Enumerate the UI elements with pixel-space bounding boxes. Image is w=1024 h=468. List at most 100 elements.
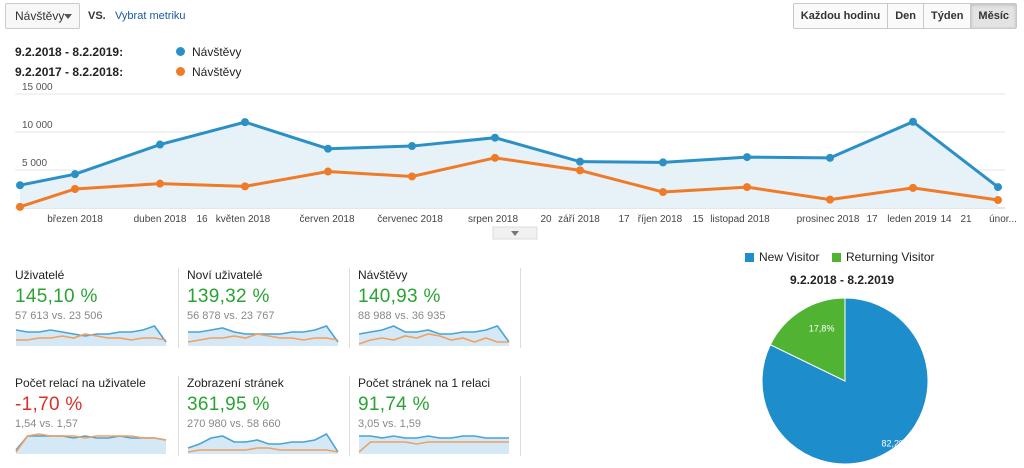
x-tick-label: červen 2018: [299, 214, 354, 225]
previous-series-dot-icon: [176, 67, 185, 76]
metric-title: Noví uživatelé: [187, 268, 263, 282]
current-series-point: [408, 142, 416, 151]
x-tick-label: srpen 2018: [468, 214, 518, 225]
current-series-area: [20, 121, 998, 208]
new-visitor-legend-label[interactable]: New Visitor: [759, 250, 820, 264]
metric-tile[interactable]: Uživatelé 145,10 % 57 613 vs. 23 506: [15, 268, 175, 347]
x-tick-label: 15: [692, 214, 704, 225]
previous-range-label: 9.2.2017 - 8.2.2018:: [15, 65, 124, 79]
sparkline-current: [188, 325, 339, 343]
pie-slice-returning-visitor[interactable]: [769, 297, 846, 382]
previous-series-point: [156, 179, 164, 188]
metric-change-value: 145,10 %: [15, 286, 98, 307]
previous-series-point: [324, 167, 332, 176]
x-tick-label: červenec 2018: [377, 214, 443, 225]
metric-sparkline: [15, 433, 167, 454]
metric-tile[interactable]: Zobrazení stránek 361,95 % 270 980 vs. 58 …: [187, 376, 347, 455]
x-tick-label: listopad 2018: [710, 214, 770, 225]
metric-title: Počet relací na uživatele: [15, 376, 146, 390]
returning-visitor-legend-label[interactable]: Returning Visitor: [846, 250, 935, 264]
metric-title: Návštěvy: [358, 268, 408, 282]
metric-change-value: -1,70 %: [15, 394, 83, 415]
metric-select[interactable]: Návštěvy: [5, 3, 80, 29]
metric-tile[interactable]: Návštěvy 140,93 % 88 988 vs. 36 935: [358, 268, 518, 347]
sparkline-previous: [16, 333, 167, 341]
current-series-point: [241, 118, 249, 127]
metric-compare-text: 88 988 vs. 36 935: [358, 310, 446, 322]
granularity-day-button[interactable]: Den: [887, 4, 924, 28]
current-series-point: [994, 183, 1002, 192]
metric-title: Uživatelé: [15, 268, 65, 282]
sparkline-previous: [358, 333, 509, 345]
current-series-point: [324, 144, 332, 153]
metric-compare-text: 270 980 vs. 58 660: [187, 418, 281, 430]
pick-metric-link[interactable]: Vybrat metriku: [115, 10, 186, 22]
x-tick-label: 17: [866, 214, 878, 225]
granularity-month-button[interactable]: Měsíc: [970, 4, 1016, 28]
visitor-type-pie-chart: 82,2% 17,8%: [761, 297, 929, 465]
x-tick-label: duben 2018: [134, 214, 187, 225]
sparkline-current-area: [188, 434, 338, 454]
current-series-label[interactable]: Návštěvy: [192, 45, 242, 59]
sparkline-previous: [15, 433, 167, 453]
pie-slice-label: 82,2%: [882, 439, 908, 449]
x-tick-label: 20: [540, 214, 552, 225]
current-series-dot-icon: [176, 47, 185, 56]
current-series-point: [909, 117, 917, 126]
granularity-hourly-button[interactable]: Každou hodinu: [793, 4, 888, 28]
x-tick-label: září 2018: [558, 214, 600, 225]
sparkline-previous: [358, 441, 509, 453]
sparkline-current-area: [359, 436, 509, 454]
previous-series-point: [71, 185, 79, 193]
x-tick-label: březen 2018: [47, 214, 103, 225]
previous-series-label[interactable]: Návštěvy: [192, 65, 242, 79]
new-visitor-legend-icon: [745, 253, 754, 262]
previous-series-point: [491, 153, 499, 162]
previous-series-point: [408, 172, 416, 181]
current-series-point: [491, 133, 499, 142]
metric-tile[interactable]: Počet stránek na 1 relaci 91,74 % 3,05 vs.…: [358, 376, 518, 455]
chevron-down-icon: [511, 231, 519, 236]
metric-sparkline: [187, 433, 339, 454]
x-tick-label: leden 2019: [887, 214, 937, 225]
sparkline-current: [358, 325, 510, 343]
sparkline-current-area: [16, 436, 166, 454]
previous-series-point: [659, 188, 667, 197]
y-tick-label: 10 000: [22, 120, 53, 131]
metric-change-value: 139,32 %: [187, 286, 270, 307]
metric-compare-text: 3,05 vs. 1,59: [358, 418, 421, 430]
y-tick-label: 5 000: [22, 158, 47, 169]
current-series-point: [16, 181, 24, 190]
granularity-week-button[interactable]: Týden: [923, 4, 971, 28]
pie-slice-label: 17,8%: [809, 323, 835, 333]
sparkline-previous: [187, 447, 339, 453]
metric-compare-text: 56 878 vs. 23 767: [187, 310, 275, 322]
metric-change-value: 91,74 %: [358, 394, 430, 415]
metric-compare-text: 57 613 vs. 23 506: [15, 310, 103, 322]
previous-series-point: [909, 183, 917, 192]
pie-title: 9.2.2018 - 8.2.2019: [790, 273, 895, 287]
sparkline-current: [187, 433, 339, 453]
metric-sparkline: [358, 435, 509, 454]
pie-slice-new-visitor[interactable]: [761, 297, 929, 465]
current-series-point: [659, 158, 667, 167]
visits-line-chart: 15 000 10 000 5 000 březen 2018 duben 2018 16…: [15, 82, 1017, 240]
previous-series-point: [241, 182, 249, 191]
metric-compare-text: 1,54 vs. 1,57: [15, 418, 78, 430]
x-tick-label: 16: [196, 214, 208, 225]
metric-title: Zobrazení stránek: [187, 376, 284, 390]
x-tick-label: 14: [940, 214, 952, 225]
previous-series-point: [826, 195, 834, 204]
previous-series-point: [994, 196, 1002, 205]
current-series-point: [826, 153, 834, 162]
current-series-point: [71, 170, 79, 179]
current-series-point: [576, 157, 584, 166]
metric-sparkline: [15, 325, 167, 346]
x-tick-label: květen 2018: [216, 214, 271, 225]
current-range-label: 9.2.2018 - 8.2.2019:: [15, 45, 124, 59]
metric-tile[interactable]: Noví uživatelé 139,32 % 56 878 vs. 23 767: [187, 268, 347, 347]
x-tick-label: prosinec 2018: [797, 214, 860, 225]
metric-tile[interactable]: Počet relací na uživatele -1,70 % 1,54 vs.…: [15, 376, 175, 455]
metric-select-value: Návštěvy: [15, 9, 65, 23]
granularity-switch: Každou hodinu Den Týden Měsíc: [792, 3, 1017, 29]
